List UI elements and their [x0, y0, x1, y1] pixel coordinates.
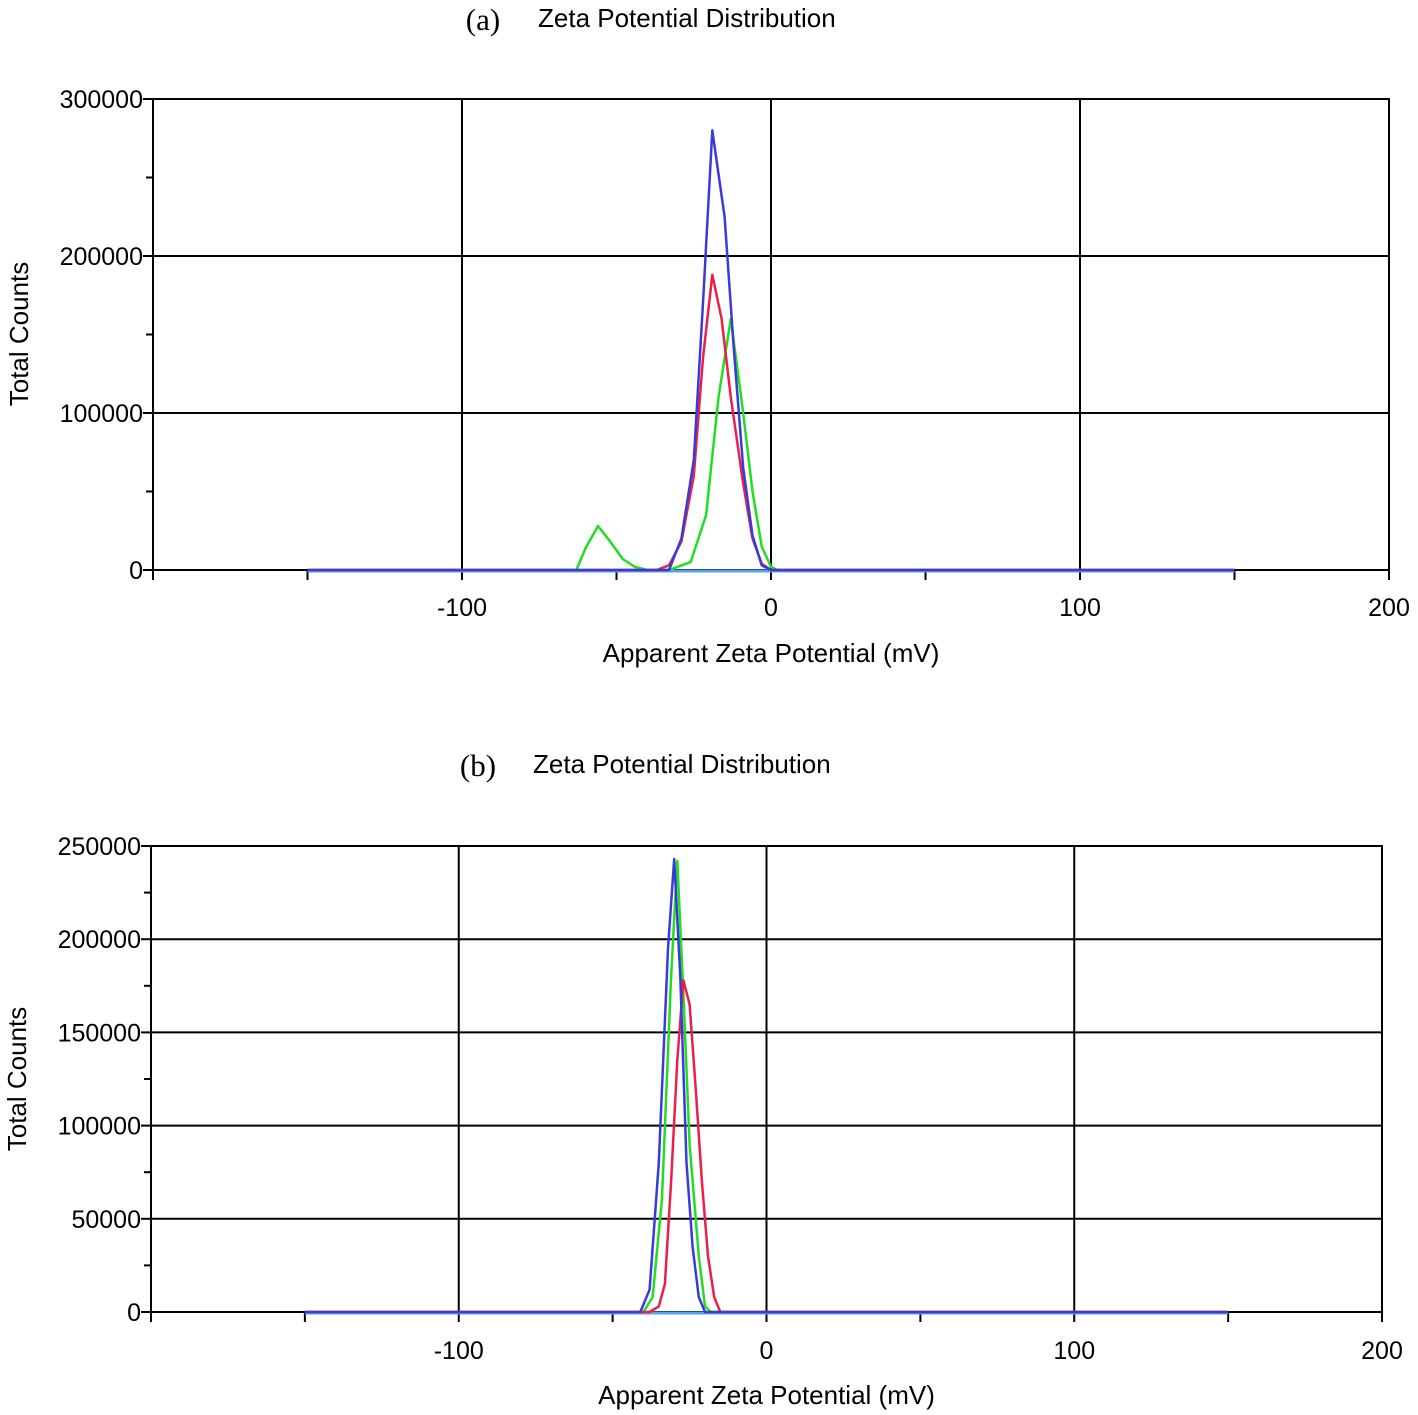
chart-a: (a) Zeta Potential Distribution 0 100000 200… — [4, 2, 1410, 668]
series-line-1 — [304, 859, 1229, 1314]
y-tick-label: 100000 — [58, 1113, 141, 1141]
x-tick-label: 200 — [1361, 1337, 1403, 1365]
y-tick-label: 0 — [127, 1299, 141, 1327]
x-tick-label: 0 — [760, 1337, 774, 1365]
x-axis-label: Apparent Zeta Potential (mV) — [603, 638, 940, 668]
x-tick-label: -100 — [437, 594, 487, 622]
y-tick-label: 200000 — [58, 926, 141, 954]
x-axis-label: Apparent Zeta Potential (mV) — [598, 1380, 935, 1410]
y-tick-label: 50000 — [71, 1206, 141, 1234]
chart-title: Zeta Potential Distribution — [533, 749, 831, 779]
series-line-1 — [307, 317, 1235, 572]
x-tick-label: 0 — [764, 594, 778, 622]
series-line-3 — [307, 129, 1235, 572]
y-tick-label: 200000 — [60, 243, 143, 271]
chart-title: Zeta Potential Distribution — [538, 3, 836, 33]
panel-label: (b) — [460, 748, 496, 783]
y-tick-label: 100000 — [60, 400, 143, 428]
y-tick-label: 300000 — [60, 86, 143, 114]
y-tick-label: 250000 — [58, 833, 141, 861]
chart-b: (b) Zeta Potential Distribution0500001000… — [2, 748, 1403, 1410]
panel-label: (a) — [466, 2, 500, 37]
y-axis-label: Total Counts — [4, 262, 34, 407]
x-tick-label: 200 — [1368, 594, 1410, 622]
x-tick-label: -100 — [434, 1337, 484, 1365]
y-tick-label: 0 — [129, 557, 143, 585]
x-tick-label: 100 — [1059, 594, 1101, 622]
series-line-3 — [304, 857, 1229, 1314]
x-tick-label: 100 — [1053, 1337, 1095, 1365]
series-line-2 — [304, 978, 1229, 1314]
y-tick-label: 150000 — [58, 1019, 141, 1047]
y-axis-label: Total Counts — [2, 1007, 32, 1152]
